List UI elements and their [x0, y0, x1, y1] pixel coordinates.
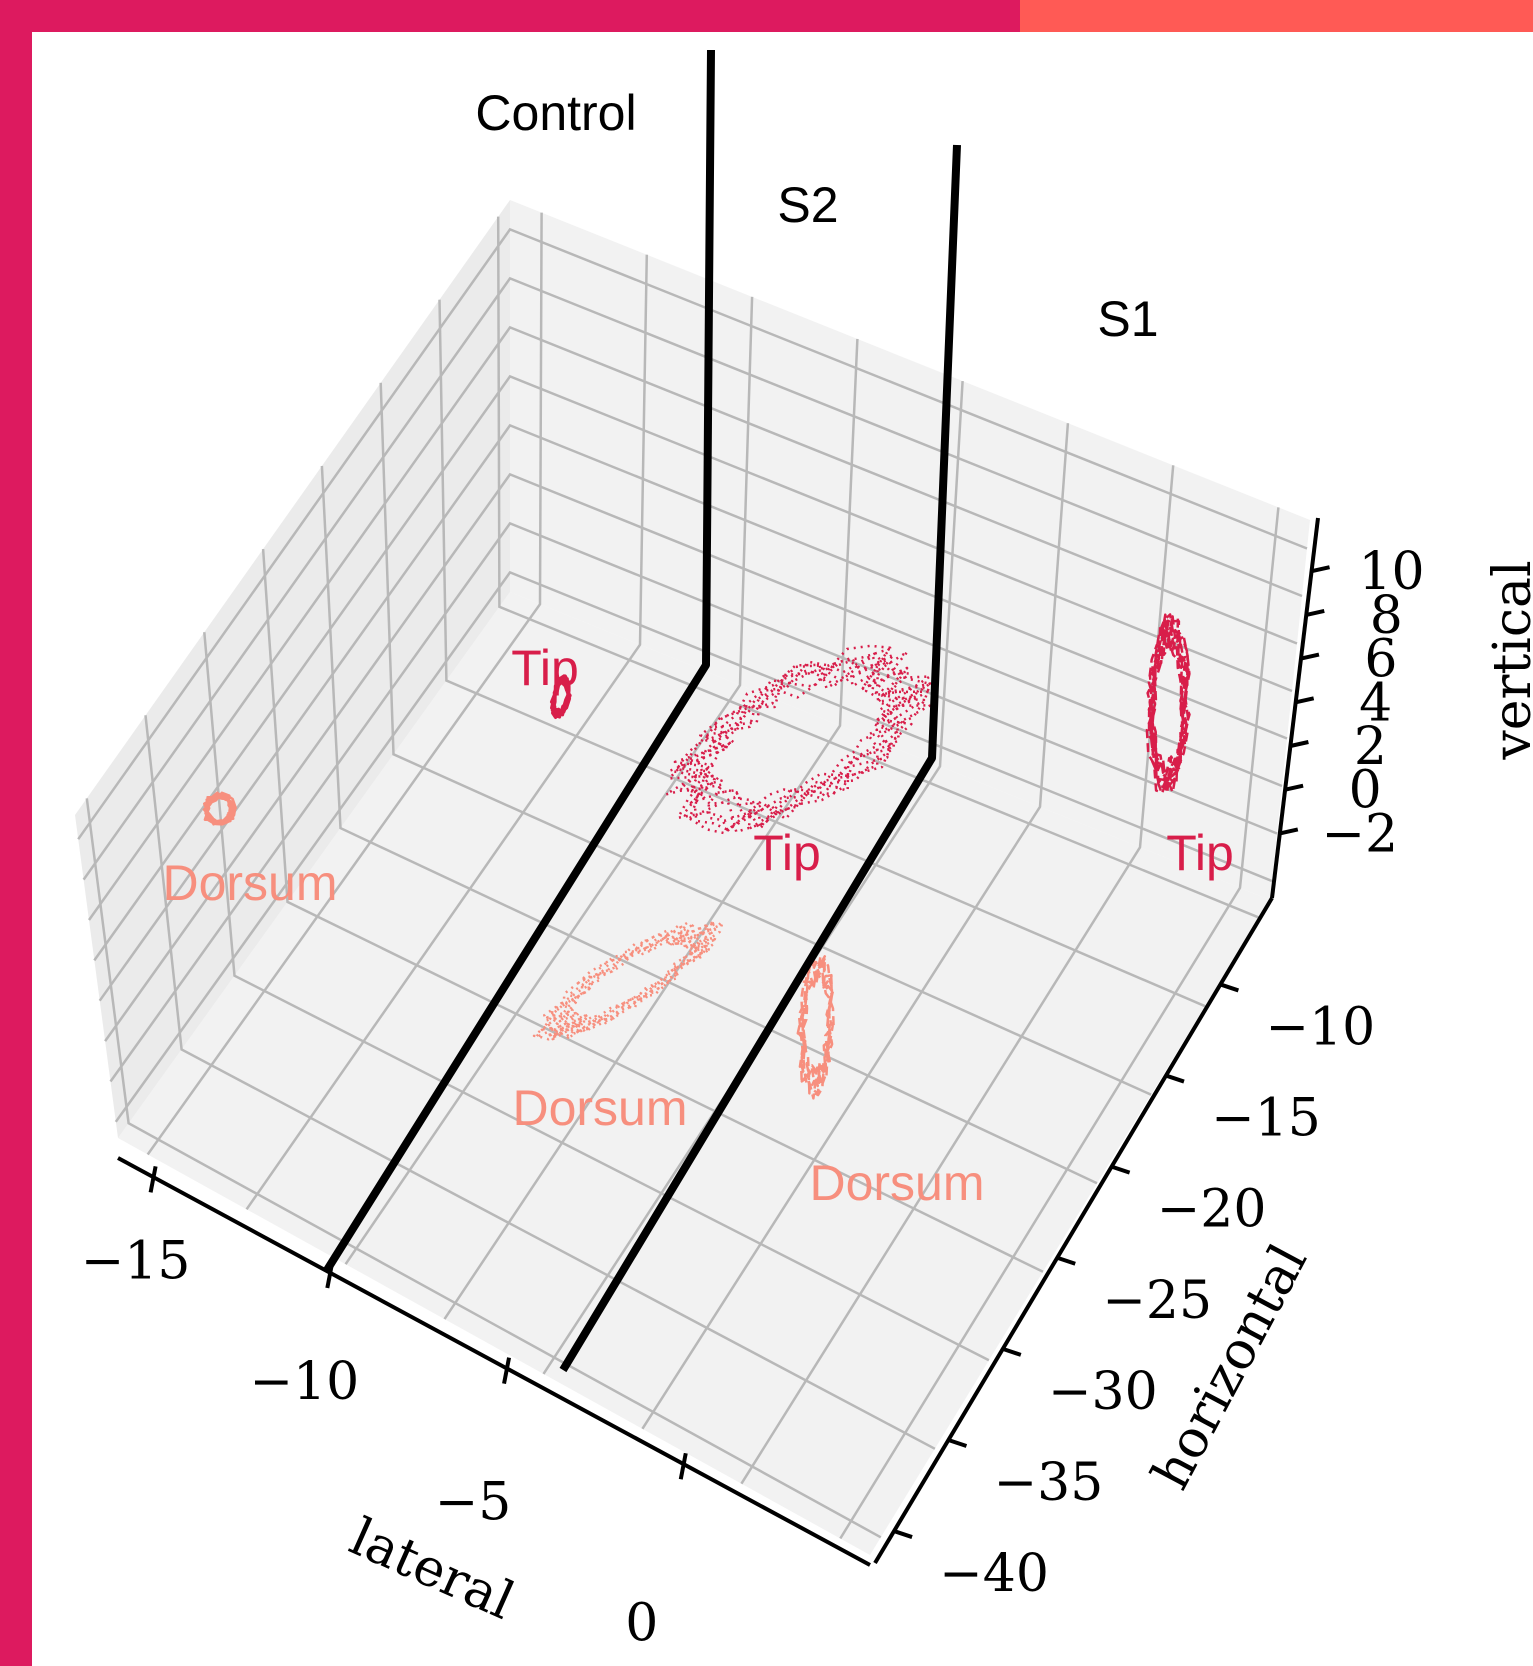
grid-line-vertical	[82, 276, 1303, 881]
horizontal-tick-label: −40	[939, 1544, 1049, 1604]
s1-dorsum-label: Dorsum	[809, 1155, 984, 1211]
vertical-tick	[1295, 696, 1315, 705]
lateral-tick	[148, 1165, 158, 1193]
grid-line-vertical	[87, 325, 1298, 921]
horizontal-tick	[1110, 1164, 1131, 1175]
lateral-tick	[678, 1452, 688, 1480]
lateral-tick-label: −10	[249, 1352, 359, 1412]
s1-tip-label: Tip	[1166, 825, 1234, 881]
s2-tip-label: Tip	[753, 825, 821, 881]
vertical-tick	[1279, 827, 1299, 836]
grid-line-vertical	[77, 227, 1308, 840]
grid-line-lateral	[344, 296, 754, 1265]
horizontal-tick-label: −20	[1157, 1180, 1267, 1240]
lateral-tick-label: −5	[435, 1473, 512, 1533]
left-wall-pane	[75, 200, 510, 1138]
grid-line-lateral	[245, 254, 649, 1211]
vertical-tick	[1284, 783, 1304, 792]
control-dorsum-label: Dorsum	[162, 855, 337, 911]
horizontal-tick-label: −15	[1211, 1089, 1321, 1149]
horizontal-axis-line	[873, 896, 1274, 1565]
horizontal-tick-label: −25	[1102, 1271, 1212, 1331]
vertical-tick-label: 0	[1349, 761, 1382, 821]
horizontal-tick	[1002, 1346, 1022, 1357]
lateral-tick-label: −15	[81, 1231, 191, 1291]
s2-tip-trace	[664, 644, 932, 835]
vertical-tick-label: −2	[1321, 804, 1398, 864]
control-dorsum-trace	[202, 791, 238, 826]
control-tip-trace	[549, 674, 572, 719]
lateral-axis-line	[117, 1156, 871, 1567]
horizontal-tick	[893, 1529, 913, 1539]
grid-line-horizontal	[85, 798, 882, 1539]
vertical-tick	[1300, 652, 1320, 661]
s1-tip-trace	[1145, 613, 1191, 794]
vertical-tick-label: 8	[1370, 586, 1403, 646]
grid-line-vertical	[114, 570, 1273, 1123]
horizontal-tick	[1165, 1073, 1185, 1084]
lateral-tick-label: 0	[625, 1593, 658, 1653]
vertical-axis-line	[1270, 517, 1320, 899]
vertical-tick-label: 2	[1354, 717, 1387, 777]
vertical-tick-label: 4	[1359, 673, 1392, 733]
grid-line-lateral	[542, 381, 964, 1375]
horizontal-tick	[1056, 1255, 1076, 1266]
vertical-tick	[1305, 608, 1325, 617]
group-label-control: Control	[475, 85, 636, 141]
vertical-axis-label: vertical	[1483, 560, 1533, 760]
grid-line-horizontal	[496, 216, 1260, 919]
group-label-s1: S1	[1097, 291, 1158, 347]
vertical-tick-label: 6	[1364, 630, 1397, 690]
horizontal-tick-label: −35	[994, 1453, 1104, 1513]
vertical-tick-label: 10	[1358, 542, 1424, 602]
vertical-tick	[1289, 740, 1309, 748]
horizontal-tick-label: −30	[1048, 1362, 1158, 1422]
vertical-tick	[1311, 565, 1330, 574]
grid-line-horizontal	[379, 382, 1152, 1096]
horizontal-tick-label: −10	[1266, 997, 1376, 1057]
grid-line-vertical	[109, 521, 1278, 1083]
grid-line-horizontal	[438, 299, 1206, 1008]
grid-line-horizontal	[203, 632, 990, 1362]
s2-dorsum-trace	[532, 920, 724, 1041]
horizontal-tick	[947, 1438, 968, 1448]
frame-accent	[1020, 0, 1533, 32]
lateral-tick	[502, 1357, 512, 1385]
s2-dorsum-label: Dorsum	[512, 1080, 687, 1136]
s1-dorsum-trace	[796, 955, 835, 1100]
grid-line-horizontal	[261, 549, 1044, 1273]
divider-s2-s1	[559, 144, 961, 1373]
floor-pane	[118, 592, 1270, 1555]
horizontal-tick	[1219, 982, 1240, 993]
grid-line-horizontal	[144, 715, 936, 1450]
group-label-s2: S2	[777, 177, 838, 233]
grid-line-lateral	[839, 507, 1280, 1540]
grid-line-lateral	[641, 423, 1070, 1430]
grid-line-lateral	[443, 338, 859, 1320]
grid-line-vertical	[93, 374, 1293, 962]
control-tip-label: Tip	[511, 640, 579, 696]
grid-line-horizontal	[320, 465, 1098, 1185]
grid-line-lateral	[146, 212, 543, 1156]
grid-line-lateral	[740, 465, 1175, 1485]
divider-control-s2	[323, 49, 715, 1273]
grid-line-vertical	[104, 472, 1283, 1042]
